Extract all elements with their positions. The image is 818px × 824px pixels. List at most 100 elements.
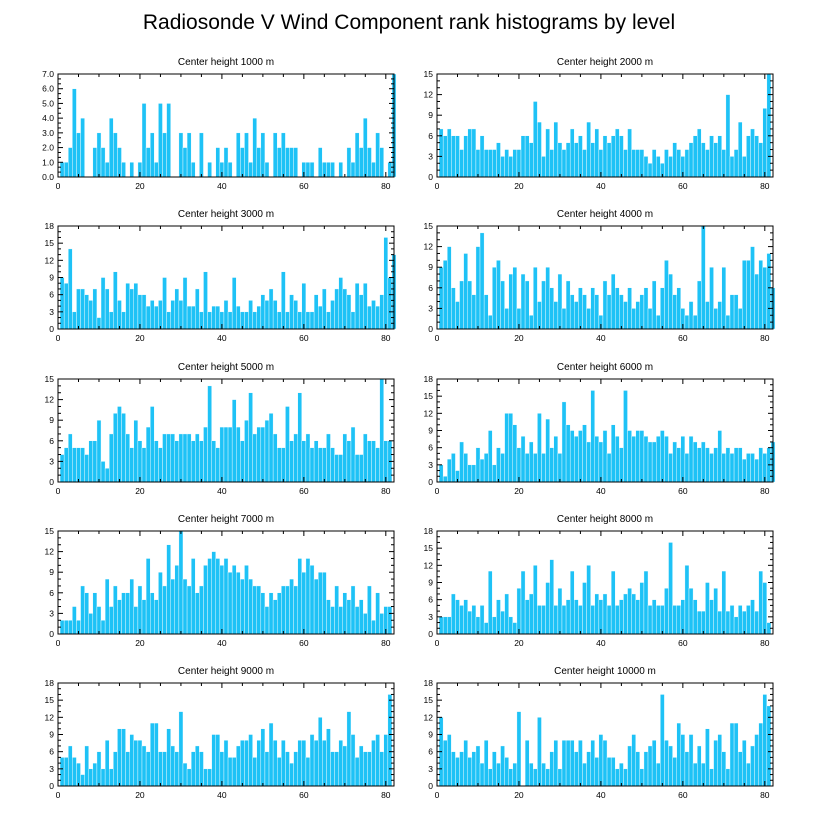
bar [438, 616, 444, 635]
bar [508, 768, 514, 787]
bar [627, 287, 632, 330]
bar [701, 225, 706, 330]
bar [174, 288, 180, 330]
y-tick-label: 12 [424, 242, 434, 252]
bar [504, 757, 509, 787]
bar [268, 722, 274, 787]
y-tick-label: 9 [428, 262, 433, 272]
bar [96, 606, 102, 635]
x-tick-label: 60 [678, 638, 688, 648]
bar [606, 453, 612, 483]
bar [692, 135, 698, 178]
y-tick-label: 18 [424, 526, 434, 536]
bar [338, 162, 343, 178]
bar [84, 745, 89, 787]
bar [766, 73, 772, 178]
bar [463, 135, 468, 178]
bar [158, 447, 163, 483]
bar [190, 305, 196, 330]
bar [762, 267, 768, 330]
bar [170, 578, 175, 635]
bar [496, 762, 501, 787]
bar [223, 147, 229, 178]
bar [557, 273, 563, 330]
bar [76, 288, 81, 330]
bar [252, 311, 257, 330]
bar [524, 280, 530, 330]
y-tick-label: 12 [424, 90, 434, 100]
bar [121, 311, 126, 330]
x-tick-label: 60 [678, 790, 688, 800]
bar [483, 294, 489, 330]
bar [367, 147, 372, 178]
bar [713, 588, 718, 635]
y-tick-label: 12 [424, 408, 434, 418]
bar [754, 458, 759, 483]
bar [248, 162, 253, 178]
bar [252, 433, 257, 483]
bar [162, 433, 167, 483]
bar [512, 149, 518, 178]
bar [574, 751, 579, 787]
bar [557, 588, 563, 635]
bar [129, 162, 135, 178]
bar [309, 565, 315, 635]
bar [520, 436, 526, 483]
bar [375, 734, 380, 787]
bar [109, 768, 114, 787]
bar [459, 751, 464, 787]
panel-9: Center height 9000 m 0 20 40 60 80 0 3 6 9 12 15 18 [45, 666, 395, 800]
bar [721, 751, 727, 787]
x-tick-label: 80 [381, 181, 391, 191]
bar [680, 436, 686, 483]
bar [149, 592, 155, 635]
bar [264, 751, 270, 787]
bar [104, 578, 110, 635]
bar [145, 426, 151, 483]
bar [379, 294, 384, 330]
bar [289, 294, 294, 330]
bar [231, 757, 237, 787]
bar [166, 103, 171, 178]
bar [467, 610, 473, 635]
bar [379, 751, 384, 787]
bar [203, 565, 208, 635]
bar [125, 433, 130, 483]
y-tick-label: 0 [49, 781, 54, 791]
bar [606, 294, 612, 330]
bar [664, 740, 669, 787]
y-tick-label: 0 [49, 324, 54, 334]
bar [598, 441, 604, 483]
plot-frame [436, 225, 774, 330]
bar [260, 132, 266, 178]
y-tick-label: 12 [45, 395, 55, 405]
bar [488, 570, 493, 635]
x-tick-label: 80 [760, 486, 770, 496]
bar [244, 740, 249, 787]
bar [166, 544, 171, 635]
y-tick-label: 18 [45, 678, 55, 688]
bar [627, 430, 632, 483]
bar [227, 426, 233, 483]
panel-title: Center height 1000 m [178, 57, 274, 68]
bar [363, 613, 368, 635]
bar [594, 436, 600, 483]
bar [100, 461, 106, 483]
bar [651, 280, 657, 330]
bar [569, 128, 575, 178]
bar [586, 751, 591, 787]
bar [627, 745, 632, 787]
bar [631, 593, 636, 635]
bars [59, 237, 397, 330]
bar [475, 149, 481, 178]
bar [676, 722, 682, 787]
y-tick-label: 0 [428, 324, 433, 334]
bar [162, 277, 167, 330]
bar [104, 740, 110, 787]
bar [137, 440, 143, 483]
bar [346, 440, 352, 483]
x-tick-label: 80 [381, 486, 391, 496]
bar [500, 745, 505, 787]
bar [289, 147, 294, 178]
bar [207, 162, 212, 178]
